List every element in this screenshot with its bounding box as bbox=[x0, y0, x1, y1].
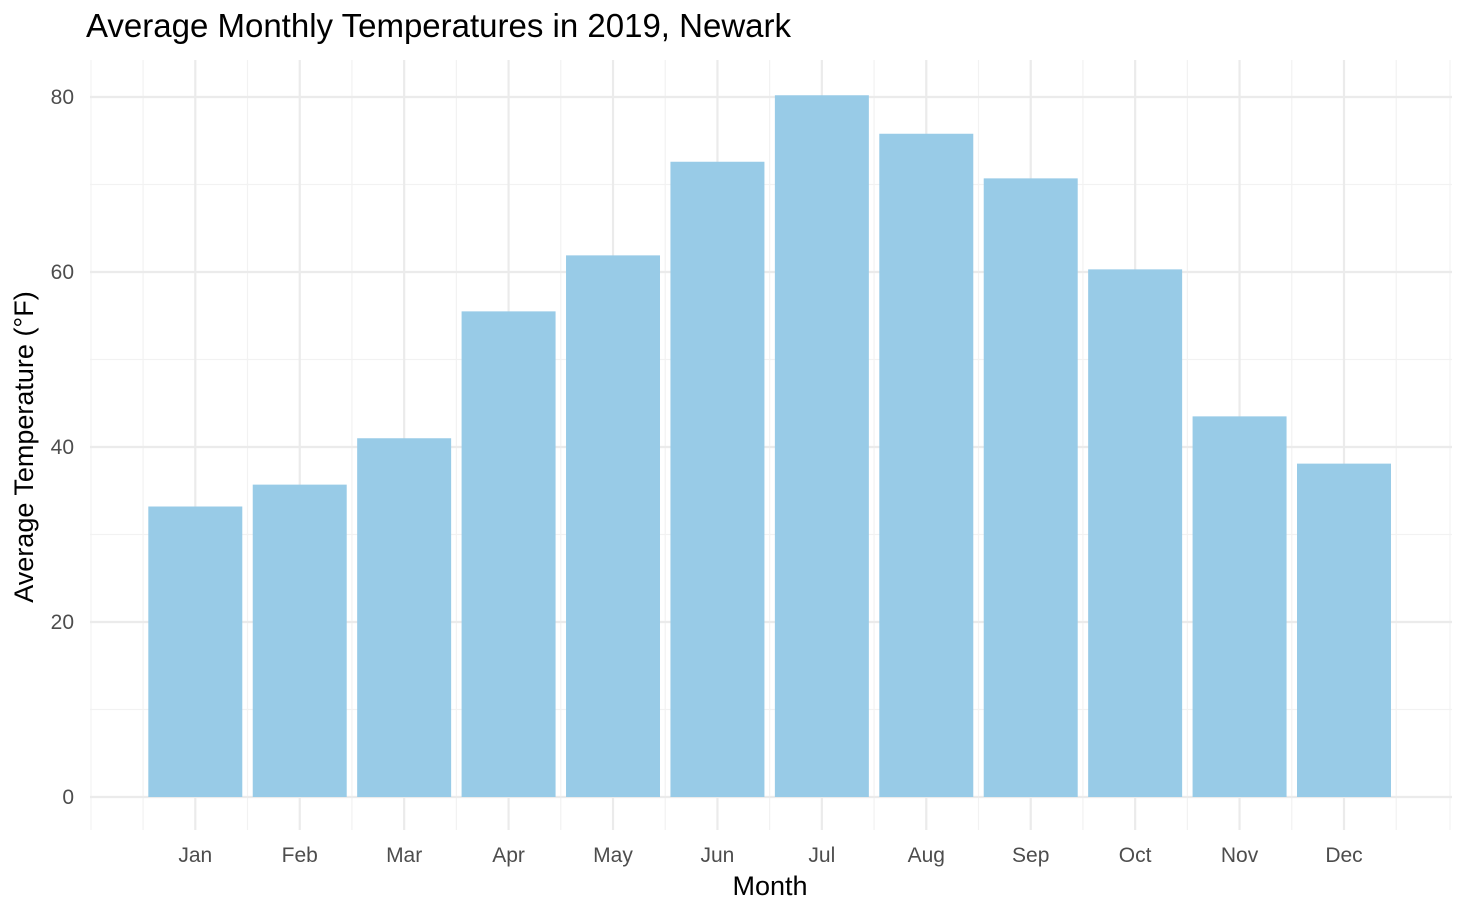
x-axis-title: Month bbox=[732, 871, 807, 901]
y-axis-tick-labels: 0 20 40 60 80 bbox=[51, 86, 74, 809]
x-axis-tick-labels: Jan Feb Mar Apr May Jun Jul Aug Sep Oct Nov Dec bbox=[178, 844, 1362, 867]
x-tick-label: Oct bbox=[1119, 844, 1152, 867]
bars bbox=[148, 95, 1391, 797]
y-axis-title: Average Temperature (°F) bbox=[9, 291, 39, 602]
bar-sep bbox=[983, 178, 1078, 797]
x-tick-label: Mar bbox=[386, 844, 422, 867]
x-tick-label: Dec bbox=[1325, 844, 1362, 867]
x-tick-label: Jun bbox=[701, 844, 735, 867]
chart-title: Average Monthly Temperatures in 2019, Ne… bbox=[86, 7, 791, 44]
x-tick-label: Jan bbox=[178, 844, 212, 867]
bar-apr bbox=[461, 311, 556, 797]
y-tick-label: 0 bbox=[62, 786, 74, 809]
bar-jul bbox=[774, 95, 869, 797]
y-tick-label: 20 bbox=[51, 611, 74, 634]
bar-feb bbox=[252, 484, 347, 797]
bar-mar bbox=[357, 438, 452, 797]
bar-oct bbox=[1088, 269, 1183, 797]
bar-nov bbox=[1192, 416, 1287, 797]
x-tick-label: Sep bbox=[1012, 844, 1049, 867]
x-tick-label: Apr bbox=[492, 844, 525, 867]
bar-may bbox=[566, 255, 661, 797]
bar-aug bbox=[879, 133, 974, 797]
bar-jun bbox=[670, 161, 765, 797]
y-tick-label: 80 bbox=[51, 86, 74, 109]
x-tick-label: Feb bbox=[282, 844, 318, 867]
y-tick-label: 40 bbox=[51, 436, 74, 459]
x-tick-label: Aug bbox=[908, 844, 945, 867]
bar-jan bbox=[148, 506, 243, 797]
bar-dec bbox=[1297, 463, 1391, 797]
x-tick-label: May bbox=[593, 844, 633, 867]
x-tick-label: Jul bbox=[808, 844, 835, 867]
minor-gridlines bbox=[90, 60, 1452, 830]
x-tick-label: Nov bbox=[1221, 844, 1259, 867]
y-tick-label: 60 bbox=[51, 261, 74, 284]
